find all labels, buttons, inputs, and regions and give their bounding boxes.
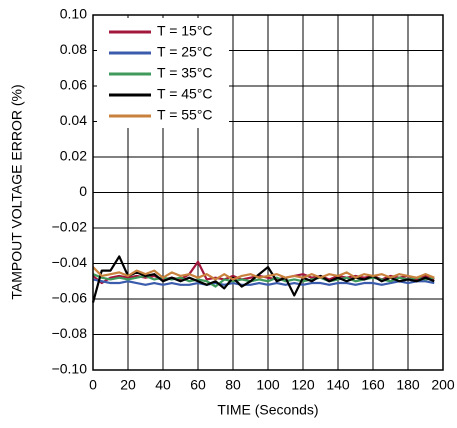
legend-label: T = 15°C xyxy=(157,23,213,39)
legend-label: T = 35°C xyxy=(157,65,213,81)
x-tick-label: 200 xyxy=(431,377,455,393)
y-tick-label: −0.04 xyxy=(52,254,88,270)
x-tick-label: 140 xyxy=(326,377,350,393)
y-tick-label: 0.08 xyxy=(60,41,87,57)
x-tick-label: 80 xyxy=(225,377,241,393)
y-tick-label: −0.10 xyxy=(52,361,88,377)
data-line xyxy=(92,266,435,281)
legend-label: T = 55°C xyxy=(157,107,213,123)
x-tick-label: 160 xyxy=(361,377,385,393)
x-tick-label: 40 xyxy=(155,377,171,393)
x-tick-label: 100 xyxy=(256,377,280,393)
x-tick-label: 120 xyxy=(291,377,315,393)
data-line xyxy=(92,278,435,286)
y-tick-label: 0.04 xyxy=(60,112,87,128)
x-tick-label: 0 xyxy=(89,377,97,393)
x-axis-title: TIME (Seconds) xyxy=(217,402,318,418)
y-tick-label: 0 xyxy=(79,183,87,199)
y-tick-label: −0.08 xyxy=(52,325,88,341)
y-tick-label: −0.02 xyxy=(52,219,88,235)
y-axis-title: TAMPOUT VOLTAGE ERROR (%) xyxy=(9,84,25,299)
y-tick-label: −0.06 xyxy=(52,290,88,306)
legend-label: T = 45°C xyxy=(157,86,213,102)
y-tick-label: 0.06 xyxy=(60,77,87,93)
y-tick-label: 0.10 xyxy=(60,6,87,22)
data-line xyxy=(91,255,435,303)
y-tick-label: 0.02 xyxy=(60,148,87,164)
x-tick-label: 180 xyxy=(396,377,420,393)
x-tick-label: 20 xyxy=(120,377,136,393)
legend-label: T = 25°C xyxy=(157,44,213,60)
x-tick-label: 60 xyxy=(190,377,206,393)
plot-frame xyxy=(92,14,444,371)
